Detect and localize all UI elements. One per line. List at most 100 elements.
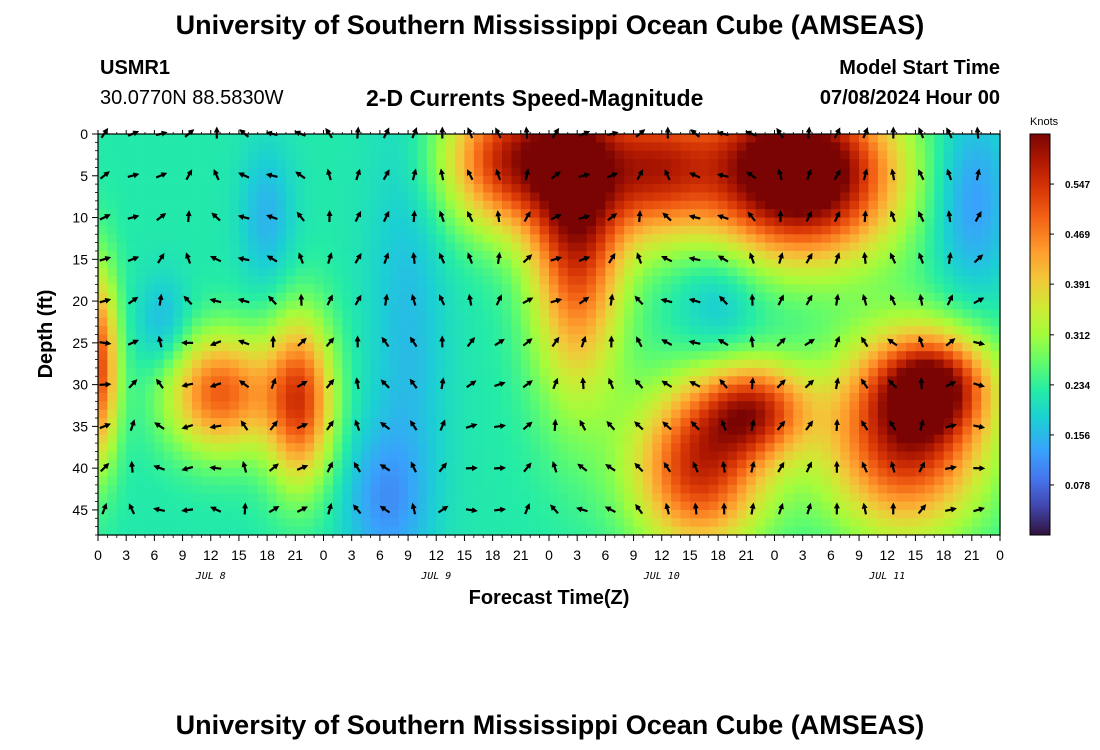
current-arrow	[664, 502, 671, 515]
heatmap-cell	[408, 476, 419, 486]
heatmap-cell	[689, 209, 700, 219]
heatmap-cell	[323, 234, 334, 244]
heatmap-cell	[492, 426, 503, 436]
heatmap-cell	[699, 259, 710, 269]
heatmap-cell	[595, 259, 606, 269]
heatmap-cell	[154, 493, 165, 503]
heatmap-cell	[426, 468, 437, 478]
heatmap-cell	[502, 476, 513, 486]
current-arrow	[466, 336, 476, 348]
heatmap-cell	[774, 134, 785, 143]
heatmap-cell	[267, 150, 278, 160]
heatmap-cell	[539, 459, 550, 469]
heatmap-cell	[323, 518, 334, 528]
heatmap-cell	[182, 276, 193, 285]
heatmap-cell	[342, 192, 353, 202]
heatmap-cell	[483, 468, 494, 478]
heatmap-cell	[755, 301, 766, 311]
heatmap-cell	[426, 384, 437, 394]
heatmap-cell	[755, 459, 766, 469]
heatmap-cell	[398, 184, 409, 194]
heatmap-cell	[624, 493, 635, 503]
heatmap-cell	[671, 250, 682, 260]
heatmap-cell	[793, 501, 804, 511]
heatmap-cell	[652, 384, 663, 394]
heatmap-cell	[990, 476, 1001, 486]
heatmap-cell	[220, 134, 231, 143]
heatmap-cell	[370, 225, 381, 235]
heatmap-cell	[342, 292, 353, 302]
heatmap-cell	[107, 392, 118, 402]
heatmap-cell	[473, 392, 484, 402]
heatmap-cell	[511, 150, 522, 160]
heatmap-cell	[877, 326, 888, 336]
heatmap-cell	[699, 459, 710, 469]
heatmap-cell	[877, 518, 888, 528]
heatmap-cell	[708, 309, 719, 319]
heatmap-cell	[473, 443, 484, 453]
heatmap-cell	[116, 142, 127, 152]
heatmap-cell	[727, 292, 738, 302]
heatmap-cell	[144, 359, 155, 369]
heatmap-cell	[492, 351, 503, 361]
heatmap-cell	[267, 443, 278, 453]
heatmap-cell	[821, 159, 832, 169]
heatmap-cell	[332, 259, 343, 269]
heatmap-cell	[924, 443, 935, 453]
heatmap-cell	[464, 451, 475, 461]
heatmap-cell	[652, 401, 663, 411]
heatmap-cell	[915, 200, 926, 210]
heatmap-cell	[248, 159, 259, 169]
heatmap-cell	[210, 342, 221, 352]
heatmap-cell	[267, 225, 278, 235]
heatmap-cell	[680, 384, 691, 394]
heatmap-cell	[370, 509, 381, 519]
heatmap-cell	[201, 200, 212, 210]
heatmap-cell	[990, 409, 1001, 419]
heatmap-cell	[934, 384, 945, 394]
heatmap-cell	[417, 367, 428, 377]
current-arrow	[975, 168, 982, 181]
heatmap-cell	[859, 476, 870, 486]
heatmap-cell	[276, 376, 287, 386]
heatmap-cell	[962, 509, 973, 519]
heatmap-cell	[126, 175, 137, 185]
heatmap-cell	[173, 175, 184, 185]
heatmap-cell	[821, 459, 832, 469]
heatmap-cell	[736, 443, 747, 453]
heatmap-cell	[417, 493, 428, 503]
heatmap-cell	[840, 392, 851, 402]
heatmap-cell	[314, 418, 325, 427]
current-arrow	[354, 210, 362, 223]
heatmap-cell	[821, 292, 832, 302]
heatmap-cell	[943, 518, 954, 528]
heatmap-cell	[633, 367, 644, 377]
heatmap-cell	[661, 493, 672, 503]
heatmap-cell	[351, 259, 362, 269]
heatmap-cell	[332, 225, 343, 235]
heatmap-cell	[699, 376, 710, 386]
heatmap-cell	[708, 217, 719, 227]
heatmap-cell	[765, 234, 776, 244]
heatmap-cell	[642, 242, 653, 252]
heatmap-cell	[586, 392, 597, 402]
heatmap-cell	[849, 250, 860, 260]
heatmap-cell	[323, 150, 334, 160]
heatmap-cell	[859, 484, 870, 494]
heatmap-cell	[586, 159, 597, 169]
heatmap-cell	[464, 242, 475, 252]
heatmap-cell	[361, 468, 372, 478]
heatmap-cell	[304, 484, 315, 494]
heatmap-cell	[558, 401, 569, 411]
heatmap-cell	[652, 509, 663, 519]
heatmap-cell	[201, 175, 212, 185]
heatmap-cell	[793, 242, 804, 252]
heatmap-cell	[201, 167, 212, 177]
heatmap-cell	[455, 334, 466, 344]
heatmap-cell	[614, 426, 625, 436]
heatmap-cell	[276, 301, 287, 311]
current-arrow	[157, 335, 163, 348]
heatmap-cell	[915, 459, 926, 469]
heatmap-cell	[699, 501, 710, 511]
heatmap-cell	[877, 484, 888, 494]
